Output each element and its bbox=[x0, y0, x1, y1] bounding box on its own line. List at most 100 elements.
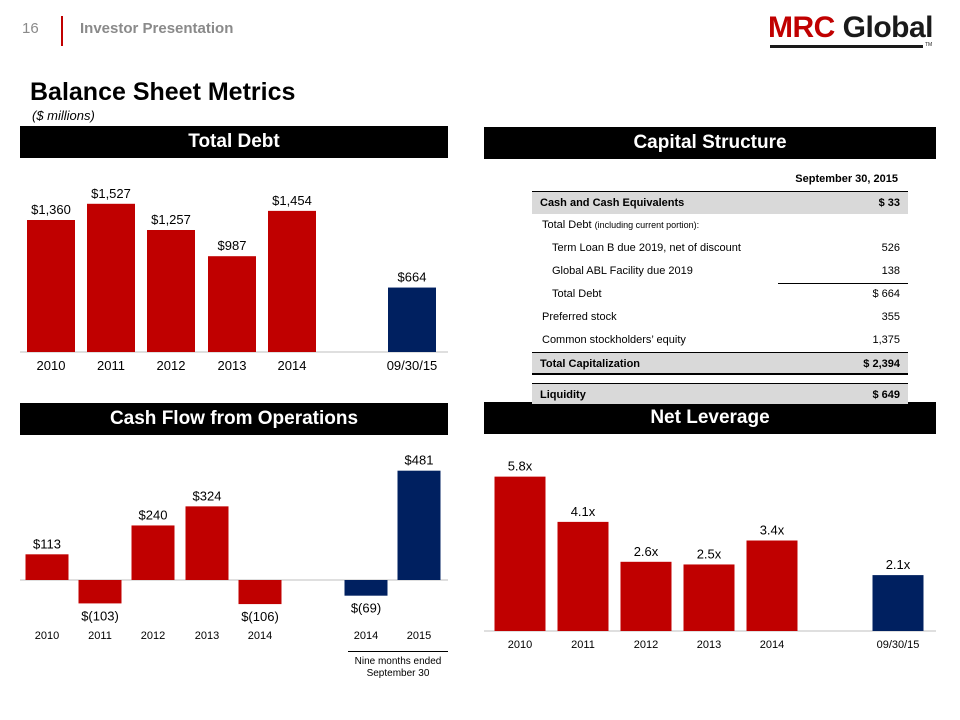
cash-flow-ops-category-label-4: 2014 bbox=[248, 630, 272, 642]
header-divider bbox=[61, 16, 63, 46]
row-label: Liquidity bbox=[540, 389, 586, 401]
total-debt-category-label-5: 09/30/15 bbox=[387, 358, 438, 373]
cash-flow-ops-bar-6 bbox=[397, 470, 441, 580]
row-value: $ 649 bbox=[872, 389, 900, 401]
total-debt-bar-0 bbox=[27, 220, 75, 352]
net-leverage-value-label-4: 3.4x bbox=[760, 523, 785, 538]
total-debt-value-label-5: $664 bbox=[398, 270, 427, 285]
row-label: Total Capitalization bbox=[540, 358, 641, 370]
net-leverage-category-label-3: 2013 bbox=[697, 639, 721, 651]
total-debt-bar-1 bbox=[87, 203, 135, 352]
cash-flow-ops-bar-0 bbox=[25, 554, 69, 580]
table-row-total: Total Capitalization $ 2,394 bbox=[532, 352, 908, 375]
cash-flow-footnote: Nine months ended September 30 bbox=[348, 651, 448, 680]
net-leverage-value-label-0: 5.8x bbox=[508, 459, 533, 474]
net-leverage-category-label-5: 09/30/15 bbox=[877, 639, 920, 651]
total-debt-bar-4 bbox=[268, 210, 316, 352]
cash-flow-ops-bar-3 bbox=[185, 506, 229, 580]
row-value: $ 664 bbox=[872, 288, 900, 300]
cash-flow-ops-value-label-4: $(106) bbox=[241, 609, 279, 624]
total-debt-category-label-2: 2012 bbox=[157, 358, 186, 373]
total-debt-value-label-0: $1,360 bbox=[31, 202, 71, 217]
cash-flow-ops-category-label-1: 2011 bbox=[88, 630, 112, 642]
total-debt-value-label-1: $1,527 bbox=[91, 186, 131, 201]
cash-flow-ops-category-label-6: 2015 bbox=[407, 630, 431, 642]
cash-flow-ops-value-label-5: $(69) bbox=[351, 601, 381, 616]
row-label: Total Debt (including current portion): bbox=[542, 219, 700, 231]
cash-flow-banner: Cash Flow from Operations bbox=[20, 403, 448, 435]
cash-flow-ops-value-label-1: $(103) bbox=[81, 608, 119, 623]
logo-trademark: TM bbox=[925, 42, 933, 48]
capital-structure-banner: Capital Structure bbox=[484, 127, 936, 159]
subtotal-rule bbox=[778, 283, 908, 284]
net-leverage-bar-4 bbox=[746, 540, 798, 631]
table-row: Total Debt $ 664 bbox=[532, 283, 908, 306]
net-leverage-category-label-2: 2012 bbox=[634, 639, 658, 651]
logo-mrc-text: MRC bbox=[768, 11, 835, 44]
total-debt-category-label-3: 2013 bbox=[218, 358, 247, 373]
table-row: Term Loan B due 2019, net of discount 52… bbox=[532, 237, 908, 260]
cash-flow-ops-value-label-3: $324 bbox=[193, 488, 222, 503]
net-leverage-value-label-5: 2.1x bbox=[886, 557, 911, 572]
row-value: $ 2,394 bbox=[863, 358, 900, 370]
total-debt-value-label-3: $987 bbox=[218, 238, 247, 253]
net-leverage-category-label-1: 2011 bbox=[571, 639, 595, 651]
net-leverage-bar-5 bbox=[872, 575, 924, 631]
net-leverage-banner: Net Leverage bbox=[484, 402, 936, 434]
table-row: Total Debt (including current portion): bbox=[532, 214, 908, 237]
table-header-row: September 30, 2015 bbox=[532, 168, 908, 191]
cash-flow-ops-category-label-0: 2010 bbox=[35, 630, 59, 642]
cash-flow-ops-category-label-3: 2013 bbox=[195, 630, 219, 642]
table-row: Preferred stock 355 bbox=[532, 306, 908, 329]
net-leverage-bar-3 bbox=[683, 564, 735, 631]
header-title: Investor Presentation bbox=[80, 20, 234, 37]
total-debt-category-label-0: 2010 bbox=[37, 358, 66, 373]
row-value: 1,375 bbox=[872, 334, 900, 346]
cash-flow-ops-bar-4 bbox=[238, 580, 282, 605]
total-debt-bar-3 bbox=[208, 256, 256, 352]
net-leverage-category-label-4: 2014 bbox=[760, 639, 784, 651]
net-leverage-value-label-1: 4.1x bbox=[571, 504, 596, 519]
net-leverage-category-label-0: 2010 bbox=[508, 639, 532, 651]
capital-structure-table: September 30, 2015 Cash and Cash Equival… bbox=[532, 168, 908, 406]
row-label: Preferred stock bbox=[542, 311, 617, 323]
total-debt-category-label-1: 2011 bbox=[97, 358, 125, 373]
row-label: Common stockholders’ equity bbox=[542, 334, 686, 346]
net-leverage-bar-1 bbox=[557, 521, 609, 631]
row-note: (including current portion): bbox=[594, 220, 700, 230]
logo-underline bbox=[770, 45, 923, 48]
cash-flow-ops-value-label-0: $113 bbox=[33, 536, 61, 551]
row-value: 526 bbox=[881, 242, 900, 254]
total-debt-value-label-2: $1,257 bbox=[151, 212, 191, 227]
table-row-liquidity: Liquidity $ 649 bbox=[532, 383, 908, 406]
total-debt-banner: Total Debt bbox=[20, 126, 448, 158]
page-subtitle: ($ millions) bbox=[32, 108, 95, 123]
cash-flow-ops-bar-5 bbox=[344, 580, 388, 596]
total-debt-value-label-4: $1,454 bbox=[272, 193, 312, 208]
logo-global-text: Global bbox=[842, 11, 934, 44]
cash-flow-ops-value-label-6: $481 bbox=[405, 453, 434, 468]
row-label: Total Debt bbox=[552, 288, 602, 300]
net-leverage-bar-2 bbox=[620, 561, 672, 631]
table-row: Common stockholders’ equity 1,375 bbox=[532, 329, 908, 352]
net-leverage-value-label-3: 2.5x bbox=[697, 546, 722, 561]
cash-flow-ops-category-label-5: 2014 bbox=[354, 630, 378, 642]
total-debt-bar-2 bbox=[147, 229, 195, 352]
total-debt-bar-5 bbox=[388, 287, 436, 352]
row-value: 355 bbox=[881, 311, 900, 323]
page-title: Balance Sheet Metrics bbox=[30, 78, 296, 106]
row-label: Cash and Cash Equivalents bbox=[540, 197, 685, 209]
total-debt-category-label-4: 2014 bbox=[278, 358, 307, 373]
cash-flow-ops-bar-2 bbox=[131, 525, 175, 580]
row-label: Term Loan B due 2019, net of discount bbox=[552, 242, 741, 254]
table-row: Global ABL Facility due 2019 138 bbox=[532, 260, 908, 283]
table-row: Cash and Cash Equivalents $ 33 bbox=[532, 191, 908, 214]
row-value: 138 bbox=[881, 265, 900, 277]
column-header: September 30, 2015 bbox=[795, 173, 898, 185]
mrc-global-logo: MRC Global TM bbox=[768, 11, 934, 48]
cash-flow-ops-bar-1 bbox=[78, 580, 122, 604]
net-leverage-bar-0 bbox=[494, 476, 546, 631]
cash-flow-ops-category-label-2: 2012 bbox=[141, 630, 165, 642]
row-value: $ 33 bbox=[878, 197, 900, 209]
